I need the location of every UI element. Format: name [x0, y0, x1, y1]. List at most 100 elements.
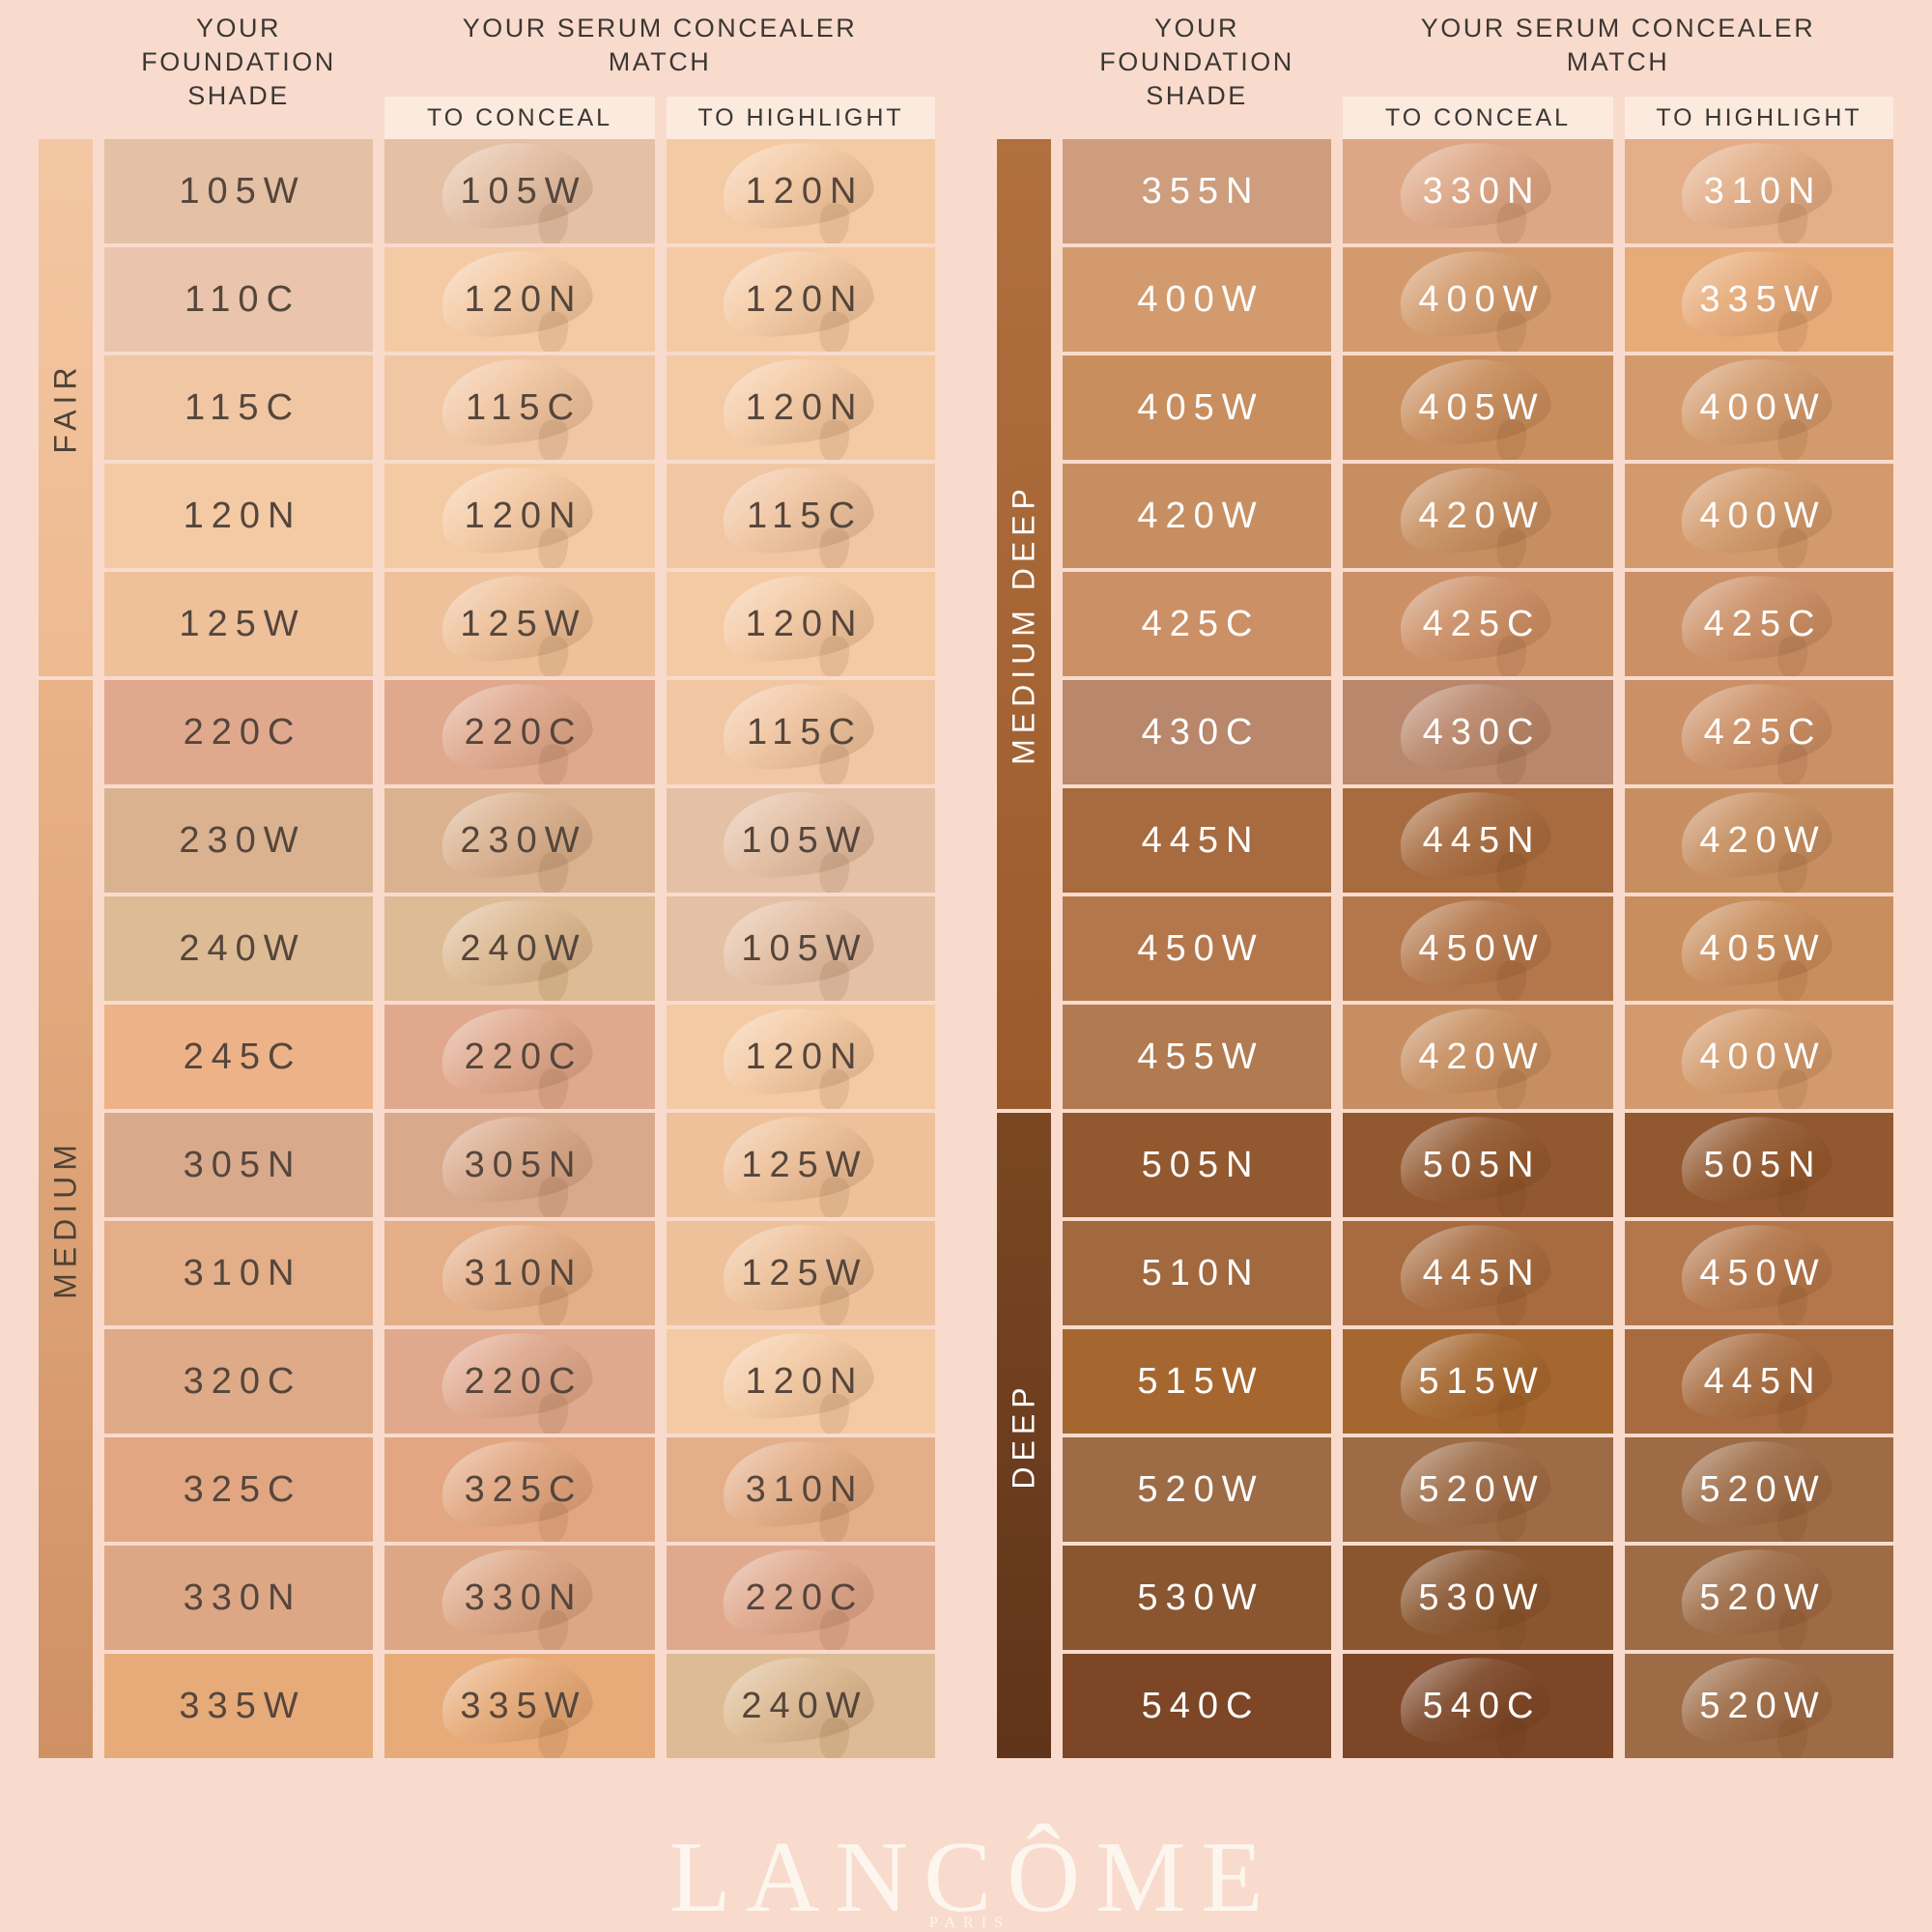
foundation-shade-cell: 405W [1063, 355, 1331, 460]
foundation-shade-cell: 540C [1063, 1654, 1331, 1758]
foundation-shade-label: 105W [179, 170, 306, 212]
to-conceal-subheader: TO CONCEAL [384, 97, 655, 139]
conceal-shade-cell: 405W [1343, 355, 1613, 460]
foundation-shade-label: 430C [1141, 711, 1261, 753]
highlight-shade-label: 405W [1699, 927, 1827, 969]
foundation-shade-label: 115C [184, 386, 301, 428]
conceal-shade-label: 325C [464, 1468, 583, 1510]
highlight-shade-label: 310N [745, 1468, 865, 1510]
foundation-shade-cell: 220C [104, 680, 373, 784]
foundation-column-header-label: YOUR FOUNDATION SHADE [141, 14, 336, 111]
highlight-shade-label: 125W [741, 1252, 868, 1293]
foundation-column-header: YOUR FOUNDATION SHADE [104, 8, 373, 139]
conceal-shade-label: 310N [464, 1252, 583, 1293]
foundation-shade-label: 445N [1141, 819, 1261, 861]
conceal-shade-label: 220C [464, 1036, 583, 1077]
highlight-shade-cell: 120N [667, 1005, 935, 1109]
highlight-shade-cell: 425C [1625, 572, 1893, 676]
conceal-shade-label: 305N [464, 1144, 583, 1185]
conceal-shade-label: 230W [460, 819, 587, 861]
lancome-logo-wordmark: LANCÔME [668, 1820, 1279, 1932]
conceal-shade-label: 445N [1422, 819, 1542, 861]
foundation-shade-label: 330N [183, 1577, 302, 1618]
highlight-shade-cell: 505N [1625, 1113, 1893, 1217]
highlight-shade-label: 120N [745, 1036, 865, 1077]
highlight-shade-cell: 125W [667, 1221, 935, 1325]
conceal-shade-label: 105W [460, 170, 587, 212]
panel-header: YOUR FOUNDATION SHADE YOUR SERUM CONCEAL… [39, 8, 935, 139]
highlight-shade-cell: 520W [1625, 1437, 1893, 1542]
conceal-shade-cell: 420W [1343, 464, 1613, 568]
category-strip-deep: DEEP [997, 1113, 1051, 1758]
to-conceal-subheader: TO CONCEAL [1343, 97, 1613, 139]
foundation-shade-label: 245C [183, 1036, 302, 1077]
foundation-shade-label: 125W [179, 603, 306, 644]
subheaders: TO CONCEAL TO HIGHLIGHT [1343, 97, 1893, 139]
fair-medium-panel: YOUR FOUNDATION SHADE YOUR SERUM CONCEAL… [39, 8, 935, 1758]
conceal-shade-cell: 520W [1343, 1437, 1613, 1542]
to-highlight-subheader: TO HIGHLIGHT [1625, 97, 1893, 139]
highlight-shade-cell: 310N [667, 1437, 935, 1542]
highlight-shade-cell: 120N [667, 572, 935, 676]
foundation-shade-label: 405W [1137, 386, 1264, 428]
highlight-shade-label: 425C [1703, 711, 1823, 753]
highlight-shade-label: 105W [741, 927, 868, 969]
highlight-shade-label: 120N [745, 278, 865, 320]
conceal-shade-cell: 330N [384, 1546, 655, 1650]
conceal-shade-label: 420W [1418, 1036, 1546, 1077]
highlight-shade-label: 310N [1703, 170, 1823, 212]
foundation-shade-cell: 425C [1063, 572, 1331, 676]
conceal-shade-label: 425C [1422, 603, 1542, 644]
foundation-shade-cell: 245C [104, 1005, 373, 1109]
highlight-shade-label: 240W [741, 1685, 868, 1726]
conceal-shade-cell: 445N [1343, 1221, 1613, 1325]
category-strip: FAIR MEDIUM [39, 139, 93, 1758]
subheaders: TO CONCEAL TO HIGHLIGHT [384, 97, 935, 139]
foundation-shade-label: 505N [1141, 1144, 1261, 1185]
category-strip-medium-deep: MEDIUM DEEP [997, 139, 1051, 1109]
conceal-shade-cell: 325C [384, 1437, 655, 1542]
highlight-shade-label: 125W [741, 1144, 868, 1185]
highlight-shade-cell: 420W [1625, 788, 1893, 893]
conceal-shade-label: 335W [460, 1685, 587, 1726]
conceal-shade-cell: 230W [384, 788, 655, 893]
conceal-shade-cell: 540C [1343, 1654, 1613, 1758]
conceal-shade-label: 120N [464, 495, 583, 536]
conceal-shade-label: 420W [1418, 495, 1546, 536]
foundation-shade-label: 425C [1141, 603, 1261, 644]
foundation-column-header: YOUR FOUNDATION SHADE [1063, 8, 1331, 139]
highlight-shade-label: 335W [1699, 278, 1827, 320]
conceal-shade-label: 115C [465, 386, 582, 428]
match-column-header-label: YOUR SERUM CONCEALER MATCH [462, 14, 858, 77]
highlight-shade-label: 505N [1703, 1144, 1823, 1185]
foundation-shade-label: 530W [1137, 1577, 1264, 1618]
highlight-shade-label: 400W [1699, 386, 1827, 428]
highlight-shade-cell: 405W [1625, 896, 1893, 1001]
conceal-shade-cell: 220C [384, 680, 655, 784]
foundation-shade-cell: 310N [104, 1221, 373, 1325]
conceal-shade-cell: 400W [1343, 247, 1613, 352]
highlight-shade-cell: 240W [667, 1654, 935, 1758]
foundation-shade-cell: 305N [104, 1113, 373, 1217]
foundation-shade-cell: 420W [1063, 464, 1331, 568]
highlight-shade-label: 420W [1699, 819, 1827, 861]
highlight-shade-cell: 425C [1625, 680, 1893, 784]
conceal-shade-cell: 120N [384, 464, 655, 568]
highlight-shade-cell: 450W [1625, 1221, 1893, 1325]
conceal-shade-label: 240W [460, 927, 587, 969]
highlight-shade-cell: 120N [667, 355, 935, 460]
foundation-shade-cell: 445N [1063, 788, 1331, 893]
lancome-logo-paris: PARIS [929, 1915, 1010, 1931]
conceal-shade-cell: 115C [384, 355, 655, 460]
foundation-shade-label: 540C [1141, 1685, 1261, 1726]
highlight-shade-label: 120N [745, 386, 865, 428]
highlight-shade-label: 220C [745, 1577, 865, 1618]
highlight-shade-label: 400W [1699, 1036, 1827, 1077]
highlight-shade-cell: 520W [1625, 1654, 1893, 1758]
foundation-shade-label: 305N [183, 1144, 302, 1185]
category-strip: MEDIUM DEEP DEEP [997, 139, 1051, 1758]
highlight-shade-label: 520W [1699, 1468, 1827, 1510]
conceal-shade-label: 330N [1422, 170, 1542, 212]
conceal-shade-label: 120N [464, 278, 583, 320]
